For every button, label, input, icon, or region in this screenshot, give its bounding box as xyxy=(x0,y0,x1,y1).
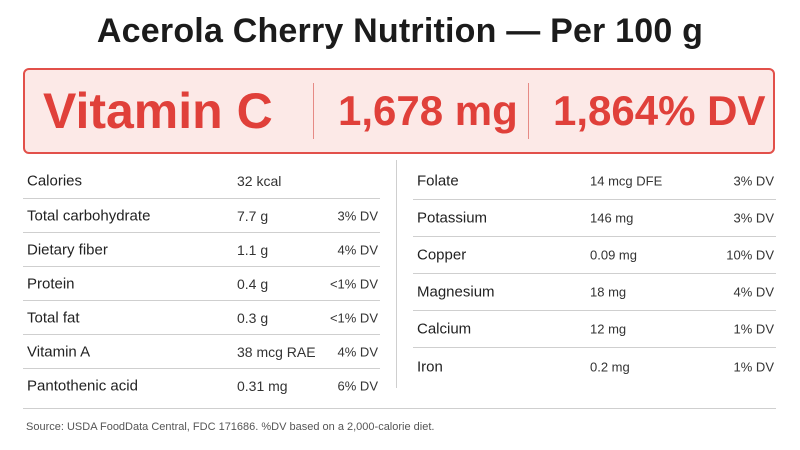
nutrient-name: Calcium xyxy=(417,320,472,338)
nutrient-name: Iron xyxy=(417,358,443,375)
nutrient-amount: 12 mg xyxy=(590,321,627,337)
table-row: Iron 0.2 mg 1% DV xyxy=(413,348,776,385)
column-divider xyxy=(396,160,397,388)
nutrient-name: Magnesium xyxy=(417,283,495,301)
table-row: Dietary fiber 1.1 g 4% DV xyxy=(23,233,380,267)
nutrient-daily-value: 6% DV xyxy=(337,378,378,394)
nutrient-amount: 38 mcg RAE xyxy=(237,343,316,360)
nutrient-amount: 18 mg xyxy=(590,284,627,300)
table-row: Pantothenic acid 0.31 mg 6% DV xyxy=(23,369,380,403)
left-nutrient-table: Calories 32 kcal Total carbohydrate 7.7 … xyxy=(23,163,380,403)
nutrient-daily-value: <1% DV xyxy=(329,310,378,325)
nutrient-amount: 146 mg xyxy=(590,210,634,226)
nutrient-name: Pantothenic acid xyxy=(27,377,138,395)
nutrient-name: Folate xyxy=(417,172,459,190)
highlight-daily-value: 1,864% DV xyxy=(553,87,766,134)
nutrient-amount: 14 mcg DFE xyxy=(590,173,663,189)
highlight-divider xyxy=(528,83,529,139)
nutrient-name: Copper xyxy=(417,246,467,264)
table-row: Total carbohydrate 7.7 g 3% DV xyxy=(23,199,380,233)
nutrient-name: Total carbohydrate xyxy=(27,207,151,224)
nutrient-daily-value: 1% DV xyxy=(733,359,774,374)
table-row: Copper 0.09 mg 10% DV xyxy=(413,237,776,274)
nutrient-amount: 1.1 g xyxy=(237,241,269,258)
nutrient-amount: 32 kcal xyxy=(237,172,282,189)
highlight-amount: 1,678 mg xyxy=(338,87,518,134)
footer-divider xyxy=(23,408,776,409)
nutrient-daily-value: 10% DV xyxy=(726,247,774,263)
nutrient-daily-value: 1% DV xyxy=(733,321,774,337)
nutrient-daily-value: 4% DV xyxy=(337,242,378,257)
nutrient-amount: 0.3 g xyxy=(237,309,269,326)
nutrient-daily-value: 3% DV xyxy=(733,173,774,189)
nutrient-daily-value: 3% DV xyxy=(337,208,378,223)
nutrient-amount: 0.2 mg xyxy=(590,359,630,374)
nutrient-daily-value: 4% DV xyxy=(337,344,378,359)
table-row: Calories 32 kcal xyxy=(23,163,380,199)
nutrient-amount: 0.09 mg xyxy=(590,247,637,263)
nutrient-name: Calories xyxy=(27,172,83,189)
highlight-divider xyxy=(313,83,314,139)
nutrient-name: Protein xyxy=(27,275,75,292)
nutrient-amount: 0.31 mg xyxy=(237,378,288,394)
right-nutrient-table: Folate 14 mcg DFE 3% DV Potassium 146 mg… xyxy=(413,163,776,385)
nutrient-amount: 0.4 g xyxy=(237,275,269,292)
highlight-nutrient-name: Vitamin C xyxy=(43,83,273,139)
table-row: Magnesium 18 mg 4% DV xyxy=(413,274,776,311)
nutrient-name: Vitamin A xyxy=(27,343,91,360)
table-row: Potassium 146 mg 3% DV xyxy=(413,200,776,237)
nutrient-name: Total fat xyxy=(27,309,80,326)
nutrient-name: Potassium xyxy=(417,209,488,227)
page-title: Acerola Cherry Nutrition — Per 100 g xyxy=(96,12,704,50)
nutrient-daily-value: 4% DV xyxy=(733,284,774,300)
nutrient-amount: 7.7 g xyxy=(237,207,269,224)
nutrient-name: Dietary fiber xyxy=(27,241,108,258)
vitamin-c-highlight-banner: Vitamin C 1,678 mg 1,864% DV xyxy=(23,68,775,154)
source-note: Source: USDA FoodData Central, FDC 17168… xyxy=(26,421,435,433)
table-row: Calcium 12 mg 1% DV xyxy=(413,311,776,348)
table-row: Protein 0.4 g <1% DV xyxy=(23,267,380,301)
table-row: Total fat 0.3 g <1% DV xyxy=(23,301,380,335)
table-row: Folate 14 mcg DFE 3% DV xyxy=(413,163,776,200)
nutrient-daily-value: 3% DV xyxy=(733,210,774,226)
nutrient-daily-value: <1% DV xyxy=(329,276,378,291)
table-row: Vitamin A 38 mcg RAE 4% DV xyxy=(23,335,380,369)
